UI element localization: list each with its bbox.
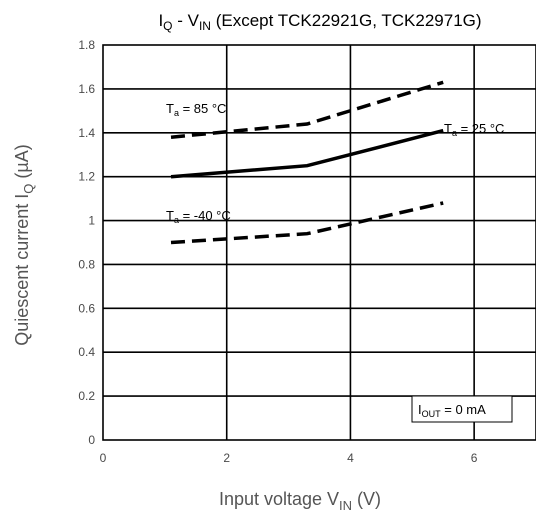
x-axis-title: Input voltage VIN (V): [219, 489, 381, 513]
y-tick-label: 0: [88, 433, 95, 447]
x-tick-label: 4: [347, 451, 354, 465]
y-tick-label: 0.6: [78, 301, 95, 315]
x-tick-label: 0: [100, 451, 107, 465]
x-tick-labels: 0 2 4 6: [100, 451, 478, 465]
y-axis-title: Quiescent current IQ (µA): [12, 144, 36, 346]
y-tick-labels: 0 0.2 0.4 0.6 0.8 1 1.2 1.4 1.6 1.8: [78, 38, 95, 447]
y-tick-label: 1.4: [78, 126, 95, 140]
y-tick-label: 1: [88, 214, 95, 228]
y-tick-label: 1.6: [78, 82, 95, 96]
y-tick-label: 1.8: [78, 38, 95, 52]
y-tick-label: 0.2: [78, 389, 95, 403]
chart-title: IQ - VIN (Except TCK22921G, TCK22971G): [158, 11, 481, 33]
x-tick-label: 6: [471, 451, 478, 465]
series-label-85c: Ta = 85 °C: [166, 101, 226, 118]
y-tick-label: 0.8: [78, 257, 95, 271]
x-tick-label: 2: [223, 451, 230, 465]
y-tick-label: 1.2: [78, 170, 95, 184]
y-tick-label: 0.4: [78, 345, 95, 359]
series-label-minus40c: Ta = -40 °C: [166, 208, 231, 225]
series-line-2: [171, 131, 443, 177]
series-label-25c: Ta = 25 °C: [444, 121, 504, 138]
